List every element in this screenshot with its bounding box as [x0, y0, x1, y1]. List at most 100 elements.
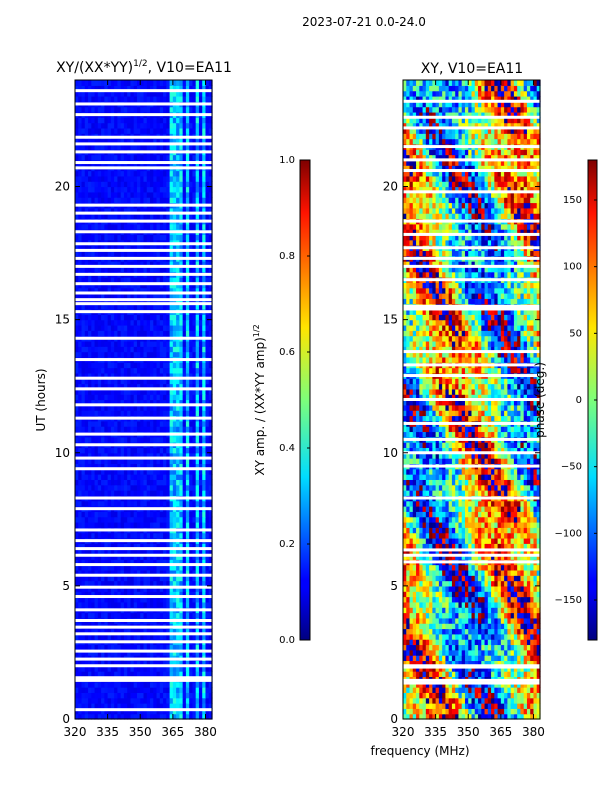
- amplitude-heatmap-cell: [117, 330, 122, 337]
- amplitude-heatmap-cell: [123, 569, 128, 576]
- amplitude-heatmap-cell: [81, 708, 86, 715]
- amplitude-heatmap-cell: [163, 277, 167, 283]
- amplitude-heatmap-cell: [136, 436, 141, 443]
- amplitude-heatmap-cell: [88, 266, 92, 273]
- amplitude-heatmap-cell: [97, 564, 102, 571]
- amplitude-heatmap-cell: [130, 410, 135, 417]
- amplitude-heatmap-cell: [97, 591, 102, 598]
- amplitude-heatmap-cell: [176, 660, 180, 667]
- amplitude-heatmap-cell: [136, 628, 141, 635]
- amplitude-heatmap-cell: [123, 484, 128, 491]
- amplitude-heatmap-cell: [101, 197, 105, 204]
- amplitude-heatmap-cell: [153, 548, 158, 555]
- amplitude-heatmap-cell: [150, 293, 154, 299]
- amplitude-heatmap-cell: [81, 191, 86, 198]
- amplitude-heatmap-cell: [179, 314, 184, 321]
- amplitude-heatmap-cell: [198, 346, 203, 353]
- amplitude-heatmap-cell: [75, 484, 79, 491]
- amplitude-heatmap-cell: [91, 580, 96, 587]
- amplitude-heatmap-cell: [104, 223, 109, 230]
- amplitude-heatmap-cell: [195, 261, 200, 267]
- amplitude-heatmap-cell: [143, 708, 148, 715]
- amplitude-heatmap-cell: [123, 511, 128, 518]
- amplitude-heatmap-cell: [198, 223, 203, 230]
- amplitude-heatmap-cell: [110, 692, 115, 699]
- amplitude-heatmap-cell: [140, 372, 145, 379]
- amplitude-heatmap-cell: [133, 394, 138, 401]
- amplitude-heatmap-cell: [150, 383, 154, 390]
- amplitude-heatmap-cell: [153, 314, 158, 321]
- amplitude-heatmap-cell: [163, 633, 167, 640]
- amplitude-heatmap-cell: [127, 330, 132, 337]
- amplitude-heatmap-cell: [202, 245, 207, 251]
- amplitude-heatmap-cell: [120, 303, 125, 310]
- amplitude-heatmap-cell: [205, 346, 210, 353]
- amplitude-heatmap-cell: [110, 687, 115, 693]
- amplitude-heatmap-cell: [192, 293, 197, 299]
- amplitude-heatmap-cell: [110, 708, 115, 715]
- amplitude-heatmap-cell: [146, 633, 151, 640]
- amplitude-heatmap-cell: [104, 213, 109, 220]
- amplitude-heatmap-cell: [205, 543, 210, 550]
- amplitude-heatmap-cell: [81, 601, 86, 608]
- amplitude-heatmap-cell: [143, 287, 148, 294]
- amplitude-heatmap-cell: [117, 95, 122, 102]
- amplitude-heatmap-cell: [123, 95, 128, 102]
- amplitude-heatmap-cell: [150, 303, 154, 310]
- amplitude-heatmap-cell: [208, 277, 213, 283]
- amplitude-heatmap-cell: [185, 383, 190, 390]
- amplitude-heatmap-cell: [78, 532, 83, 539]
- amplitude-heatmap-cell: [75, 287, 79, 294]
- amplitude-heatmap-cell: [140, 319, 145, 326]
- amplitude-heatmap-cell: [163, 170, 167, 177]
- amplitude-heatmap-cell: [172, 250, 177, 257]
- amplitude-heatmap-cell: [189, 713, 194, 720]
- amplitude-heatmap-cell: [107, 175, 112, 182]
- amplitude-heatmap-cell: [189, 378, 194, 385]
- amplitude-heatmap-cell: [91, 298, 96, 305]
- amplitude-heatmap-cell: [78, 90, 83, 97]
- amplitude-heatmap-cell: [205, 628, 210, 635]
- amplitude-heatmap-cell: [110, 154, 115, 161]
- amplitude-heatmap-cell: [136, 671, 141, 677]
- amplitude-heatmap-cell: [133, 548, 138, 555]
- amplitude-heatmap-cell: [97, 314, 102, 321]
- amplitude-heatmap-cell: [166, 314, 171, 321]
- amplitude-heatmap-cell: [133, 569, 138, 576]
- amplitude-heatmap-cell: [146, 127, 151, 134]
- amplitude-heatmap-cell: [120, 181, 125, 188]
- amplitude-heatmap-cell: [205, 282, 210, 289]
- amplitude-heatmap-cell: [110, 181, 115, 188]
- amplitude-heatmap-cell: [110, 713, 115, 720]
- amplitude-heatmap-cell: [94, 293, 99, 299]
- amplitude-heatmap-cell: [104, 692, 109, 699]
- amplitude-heatmap-cell: [97, 665, 102, 672]
- amplitude-heatmap-cell: [205, 580, 210, 587]
- amplitude-heatmap-cell: [198, 213, 203, 220]
- amplitude-heatmap-cell: [172, 143, 177, 150]
- amplitude-heatmap-cell: [114, 708, 119, 715]
- amplitude-heatmap-cell: [205, 277, 210, 283]
- amplitude-heatmap-cell: [159, 394, 164, 401]
- amplitude-heatmap-cell: [159, 521, 164, 528]
- amplitude-heatmap-cell: [101, 346, 105, 353]
- amplitude-heatmap-cell: [189, 207, 194, 214]
- amplitude-heatmap-cell: [202, 681, 207, 688]
- amplitude-heatmap-cell: [78, 660, 83, 667]
- amplitude-heatmap-cell: [169, 90, 174, 97]
- amplitude-heatmap-cell: [179, 372, 184, 379]
- amplitude-heatmap-cell: [189, 660, 194, 667]
- amplitude-heatmap-cell: [91, 697, 96, 704]
- amplitude-heatmap-cell: [127, 266, 132, 273]
- amplitude-heatmap-cell: [189, 543, 194, 550]
- amplitude-heatmap-cell: [172, 138, 177, 145]
- amplitude-heatmap-cell: [91, 346, 96, 353]
- amplitude-heatmap-cell: [205, 660, 210, 667]
- amplitude-heatmap-cell: [91, 122, 96, 129]
- amplitude-heatmap-cell: [182, 277, 187, 283]
- amplitude-heatmap-cell: [176, 447, 180, 454]
- amplitude-heatmap-cell: [159, 293, 164, 299]
- amplitude-heatmap-cell: [94, 90, 99, 97]
- amplitude-heatmap-cell: [107, 143, 112, 150]
